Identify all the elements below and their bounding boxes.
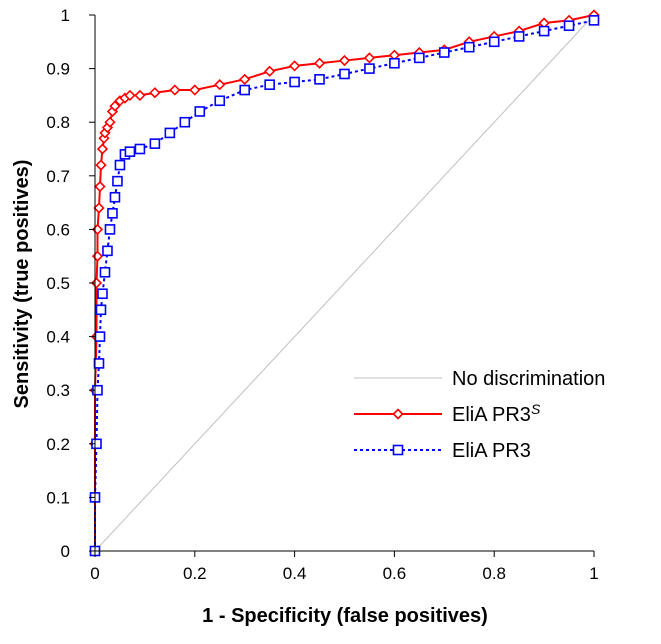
series-2-point — [389, 57, 400, 69]
series-2-point — [104, 224, 116, 235]
series-1-point — [239, 73, 251, 85]
series-2-point — [339, 68, 350, 80]
series-2-point — [99, 266, 111, 278]
series-1-point — [134, 89, 146, 102]
series-1-point — [90, 277, 103, 289]
series-2-point — [134, 143, 146, 155]
series-1-point — [95, 159, 107, 171]
series-2-point — [194, 106, 206, 117]
series-2-point — [164, 127, 176, 139]
series-2-point — [563, 20, 575, 32]
legend-label-1: EliA PR3S — [452, 401, 541, 426]
legend-superscript: S — [531, 401, 541, 417]
series-1-point — [363, 52, 376, 64]
y-tick-label: 0.2 — [46, 435, 70, 454]
series-1-point — [93, 202, 105, 214]
series-1-point — [109, 100, 121, 112]
series-1-point — [189, 84, 201, 96]
legend-marker-2 — [392, 444, 404, 456]
series-2-point — [112, 175, 123, 187]
series-1-point — [149, 87, 161, 99]
series-2-point — [97, 288, 108, 300]
series-2-point — [513, 31, 525, 42]
y-tick-label: 0 — [61, 542, 70, 561]
series-1-point — [169, 84, 181, 96]
legend-marker-1 — [392, 408, 404, 420]
series-1-point — [288, 60, 301, 72]
y-tick-label: 0.7 — [46, 167, 70, 186]
series-1-point — [96, 143, 109, 155]
legend-label-0: No discrimination — [452, 368, 605, 390]
series-2-point — [538, 25, 550, 37]
series-2-point — [588, 15, 600, 26]
y-tick-label: 0.4 — [46, 328, 70, 347]
x-tick-label: 0 — [90, 564, 99, 583]
legend-label-2: EliA PR3 — [452, 440, 531, 462]
series-2-point — [124, 146, 136, 157]
series-2-point — [93, 358, 105, 369]
series-line-2 — [94, 19, 595, 551]
series-2-point — [264, 79, 275, 90]
plot-layer — [89, 9, 600, 557]
series-2-point — [109, 191, 121, 203]
series-1-point — [264, 65, 276, 77]
y-tick-label: 0.6 — [46, 220, 70, 239]
axes-layer: 0 0.2 0.4 0.6 0.8 1 0 0.1 0.2 0.3 0.4 0.5 0.6 0.7 0.8 0… — [46, 6, 598, 583]
series-2-point — [463, 41, 475, 53]
series-2-point — [414, 52, 425, 64]
x-tick-label: 0.4 — [283, 564, 307, 583]
series-1-point — [313, 57, 326, 69]
y-axis-title: Sensitivity (true positives) — [11, 160, 33, 409]
legend: No discrimination EliA PR3S EliA PR3 — [354, 368, 605, 462]
y-tick-label: 0.5 — [46, 274, 70, 293]
x-tick-label: 0.8 — [482, 564, 506, 583]
x-tick-label: 1 — [589, 564, 598, 583]
y-tick-label: 0.8 — [46, 113, 70, 132]
series-2-point — [314, 74, 325, 85]
series-2-point — [114, 159, 126, 171]
series-2-point — [438, 47, 450, 58]
y-tick-label: 0.1 — [46, 488, 70, 507]
series-1-point — [104, 116, 116, 128]
x-axis-title: 1 - Specificity (false positives) — [202, 605, 488, 627]
series-2-point — [488, 36, 500, 48]
y-tick-label: 1 — [61, 6, 70, 25]
series-1-point — [91, 250, 104, 262]
series-2-point — [95, 304, 107, 316]
series-1-point — [214, 79, 226, 91]
series-2-point — [289, 76, 300, 88]
series-2-point — [107, 208, 118, 219]
series-2-point — [102, 245, 113, 257]
series-2-point — [364, 63, 375, 74]
x-tick-label: 0.6 — [383, 564, 407, 583]
series-2-point — [239, 84, 250, 96]
series-2-point — [214, 95, 226, 107]
series-2-point — [94, 331, 106, 342]
series-2-point — [179, 116, 191, 128]
series-2-point — [149, 138, 161, 149]
series-line-0 — [94, 14, 595, 552]
y-tick-label: 0.3 — [46, 381, 70, 400]
y-tick-label: 0.9 — [46, 60, 70, 79]
series-1-point — [124, 89, 136, 102]
series-1-point — [94, 180, 106, 193]
series-1-point — [338, 54, 351, 67]
x-tick-label: 0.2 — [183, 564, 207, 583]
